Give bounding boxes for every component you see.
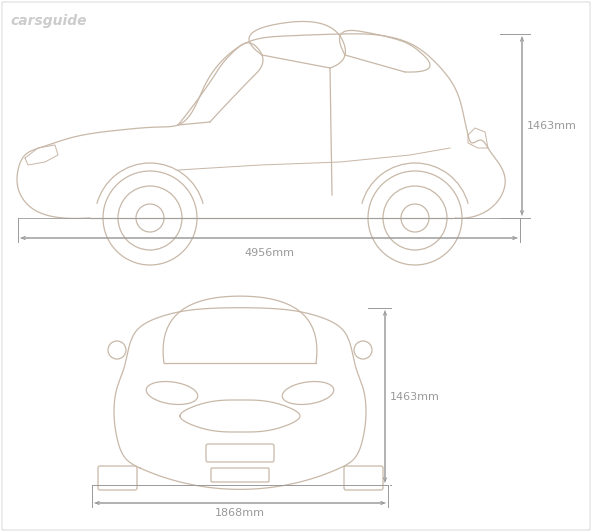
Text: carsguide: carsguide <box>10 14 86 28</box>
Text: 1868mm: 1868mm <box>215 508 265 518</box>
Text: 1463mm: 1463mm <box>390 392 440 402</box>
Text: 4956mm: 4956mm <box>244 248 294 258</box>
Text: 1463mm: 1463mm <box>527 121 577 131</box>
